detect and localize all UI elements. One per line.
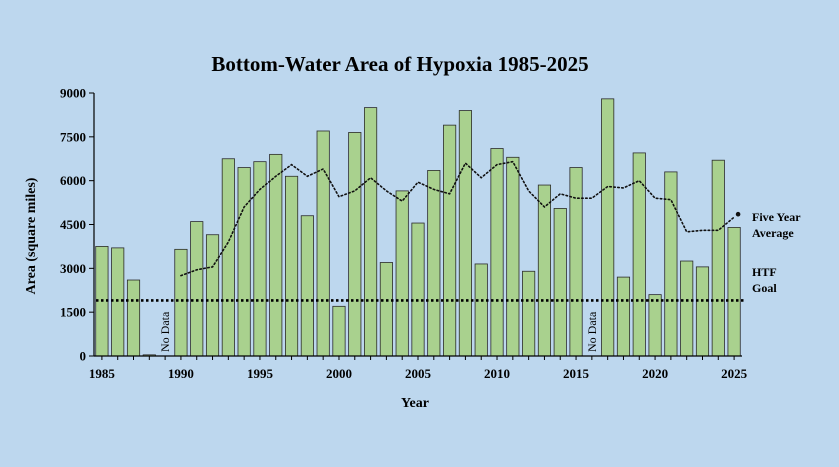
y-axis-title: Area (square miles) [24, 177, 39, 294]
legend-five-year-line2: Average [752, 226, 794, 240]
bar-1996 [269, 153, 283, 357]
bar-1990 [174, 248, 188, 357]
bar-2017 [601, 98, 615, 357]
bar-2025 [727, 227, 741, 357]
bar-2024 [711, 159, 725, 357]
y-tick-label-3000: 3000 [60, 261, 86, 276]
five-year-average-endpoint [735, 211, 741, 217]
bars-group: No Data No Data [95, 98, 741, 357]
bar-2014 [553, 208, 567, 357]
y-tick-label-6000: 6000 [60, 173, 86, 188]
bar-2012 [522, 270, 536, 357]
y-tick-label-4500: 4500 [60, 217, 86, 232]
bar-2004 [395, 190, 409, 357]
bar-2009 [474, 263, 488, 357]
x-tick-label-1990: 1990 [168, 366, 194, 381]
x-tick-label-1985: 1985 [89, 366, 116, 381]
bar-1987 [126, 279, 141, 357]
axes-group: 0 1500 3000 4500 6000 7500 9000 1985 1990 1995 200… [60, 86, 748, 382]
bar-1992 [205, 234, 220, 357]
y-tick-label-7500: 7500 [60, 129, 86, 144]
y-tick-label-1500: 1500 [60, 305, 86, 320]
bar-2010 [490, 148, 504, 357]
bar-2022 [680, 260, 694, 357]
bar-2021 [664, 171, 678, 357]
bar-2003 [379, 262, 393, 357]
bar-1994 [237, 167, 251, 357]
x-axis-title: Year [401, 396, 429, 411]
legend-htf-line1: HTF [752, 265, 777, 279]
no-data-label-1989: No Data [158, 311, 172, 352]
chart-title: Bottom-Water Area of Hypoxia 1985-2025 [211, 52, 588, 76]
bar-1997 [284, 175, 299, 357]
bar-2008 [458, 110, 472, 357]
x-tick-label-2005: 2005 [405, 366, 432, 381]
x-tick-label-2025: 2025 [721, 366, 748, 381]
bar-1995 [253, 161, 267, 357]
x-tick-label-2010: 2010 [484, 366, 510, 381]
bar-2011 [506, 156, 520, 357]
five-year-average-group [180, 160, 741, 277]
bar-2000 [332, 305, 346, 357]
x-tick-label-2015: 2015 [563, 366, 590, 381]
bar-2015 [569, 167, 583, 357]
bar-2023 [695, 266, 710, 357]
bar-1998 [300, 215, 314, 357]
y-tick-label-9000: 9000 [60, 86, 86, 101]
x-tick-label-2020: 2020 [642, 366, 668, 381]
bar-1993 [221, 158, 235, 357]
legend-five-year-line1: Five Year [752, 210, 801, 224]
legend-htf-line2: Goal [752, 281, 777, 295]
x-tick-label-2000: 2000 [326, 366, 352, 381]
bar-2019 [632, 152, 646, 357]
no-data-label-2016: No Data [585, 311, 599, 352]
bar-2013 [537, 184, 552, 357]
bar-2005 [411, 222, 425, 357]
bar-2018 [616, 276, 631, 357]
legend-group: Five Year Average HTF Goal [752, 210, 801, 295]
bar-2006 [427, 170, 441, 357]
bar-1991 [190, 221, 204, 357]
x-tick-label-1995: 1995 [247, 366, 274, 381]
bar-1986 [111, 247, 125, 357]
bar-2001 [348, 132, 362, 357]
y-tick-label-0: 0 [80, 349, 87, 364]
five-year-average-line [180, 160, 735, 277]
bar-2020 [648, 294, 662, 357]
bar-2002 [364, 107, 378, 357]
bar-2007 [443, 124, 457, 357]
bar-1999 [316, 130, 330, 357]
